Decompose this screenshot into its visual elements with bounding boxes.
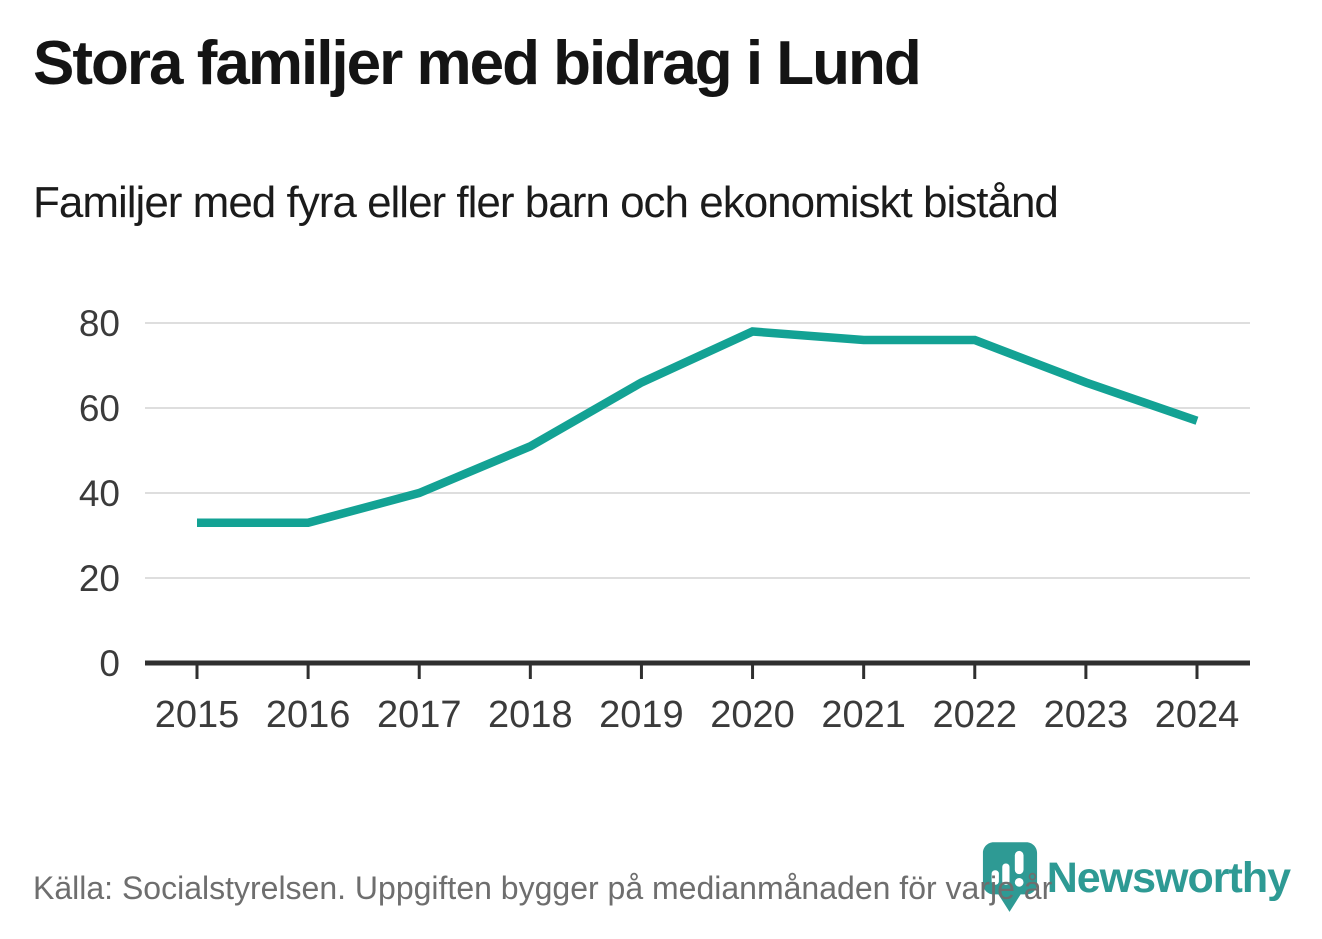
- x-tick-label: 2021: [821, 694, 906, 736]
- y-tick-label: 40: [79, 473, 120, 514]
- y-tick-label: 60: [79, 388, 120, 429]
- x-tick-label: 2022: [933, 694, 1018, 736]
- newsworthy-pin-icon: [982, 842, 1037, 912]
- source-note: Källa: Socialstyrelsen. Uppgiften bygger…: [33, 870, 1053, 906]
- newsworthy-logo-text: Newsworthy: [1046, 853, 1291, 902]
- y-tick-label: 80: [79, 303, 120, 344]
- x-tick-label: 2019: [599, 694, 684, 736]
- x-tick-label: 2017: [377, 694, 462, 736]
- x-tick-label: 2018: [488, 694, 573, 736]
- page-title: Stora familjer med bidrag i Lund: [33, 29, 922, 98]
- y-tick-label: 20: [79, 558, 120, 599]
- x-tick-label: 2024: [1155, 694, 1240, 736]
- x-tick-label: 2016: [266, 694, 351, 736]
- newsworthy-logo: Newsworthy: [981, 840, 1291, 916]
- data-series-line: [197, 327, 1199, 527]
- chart-subtitle: Familjer med fyra eller fler barn och ek…: [33, 178, 1059, 227]
- x-tick-label: 2023: [1044, 694, 1129, 736]
- y-tick-label: 0: [99, 643, 120, 684]
- x-tick-label: 2020: [710, 694, 795, 736]
- x-tick-label: 2015: [155, 694, 240, 736]
